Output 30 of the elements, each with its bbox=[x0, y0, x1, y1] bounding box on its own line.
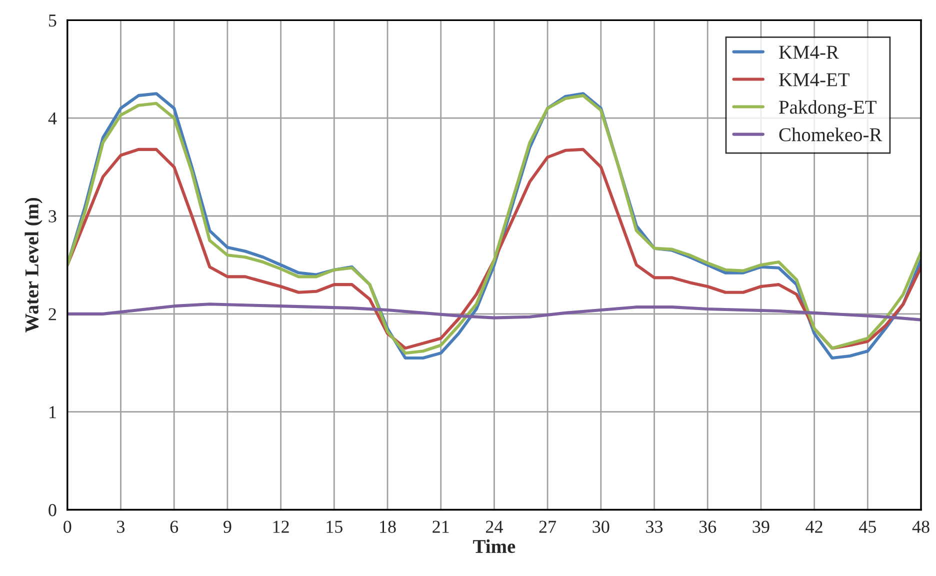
legend-label: Pakdong-ET bbox=[779, 100, 876, 118]
x-tick-label: 15 bbox=[326, 520, 342, 533]
x-tick-label: 42 bbox=[806, 520, 822, 533]
x-tick-label: 18 bbox=[380, 520, 396, 533]
x-tick-label: 9 bbox=[224, 520, 232, 533]
line-series bbox=[67, 302, 922, 322]
x-tick-label: 33 bbox=[646, 520, 663, 533]
x-tick-label: 30 bbox=[592, 520, 610, 533]
y-tick-label: 3 bbox=[48, 210, 56, 222]
y-tick-label: 5 bbox=[48, 14, 56, 27]
x-tick-label: 12 bbox=[273, 520, 289, 533]
legend-label: KM4-R bbox=[779, 46, 839, 59]
y-tick-label: 4 bbox=[48, 112, 57, 124]
x-tick-label: 6 bbox=[170, 520, 178, 533]
x-tick-label: 27 bbox=[539, 520, 556, 533]
x-tick-label: 24 bbox=[486, 520, 503, 533]
legend-label: KM4-ET bbox=[779, 73, 850, 86]
y-axis-title: Water Level (m) bbox=[24, 198, 42, 333]
y-tick-label: 0 bbox=[48, 504, 56, 516]
x-tick-label: 48 bbox=[912, 520, 930, 533]
x-tick-label: 45 bbox=[858, 520, 876, 533]
x-tick-label: 0 bbox=[64, 520, 72, 533]
x-tick-label: 3 bbox=[117, 520, 125, 533]
y-tick-label: 2 bbox=[48, 308, 56, 320]
x-tick-label: 36 bbox=[699, 520, 716, 533]
x-tick-label: 21 bbox=[432, 520, 449, 533]
y-tick-label: 1 bbox=[50, 406, 56, 418]
x-tick-label: 39 bbox=[752, 520, 770, 533]
legend-label: Chomekeo-R bbox=[779, 128, 882, 142]
x-axis-title: Time bbox=[473, 539, 516, 553]
